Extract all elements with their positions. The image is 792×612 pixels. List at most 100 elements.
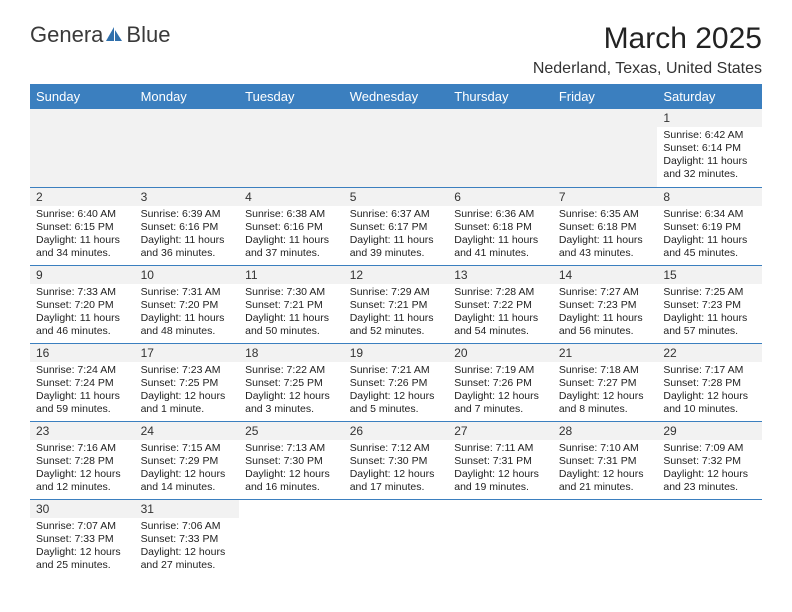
calendar-day-empty [553, 109, 658, 187]
day-number: 21 [553, 344, 658, 362]
day-details: Sunrise: 6:37 AMSunset: 6:17 PMDaylight:… [344, 206, 449, 265]
sunset-line: Sunset: 7:25 PM [141, 377, 234, 390]
day-number: 5 [344, 188, 449, 206]
sunrise-line: Sunrise: 7:28 AM [454, 286, 547, 299]
calendar-day: 22Sunrise: 7:17 AMSunset: 7:28 PMDayligh… [657, 343, 762, 421]
day-number: 30 [30, 500, 135, 518]
day-number: 16 [30, 344, 135, 362]
daylight-line: Daylight: 12 hours and 16 minutes. [245, 468, 338, 494]
location: Nederland, Texas, United States [533, 60, 762, 78]
day-number: 12 [344, 266, 449, 284]
calendar-day-empty [448, 109, 553, 187]
daylight-line: Daylight: 11 hours and 46 minutes. [36, 312, 129, 338]
sunrise-line: Sunrise: 7:07 AM [36, 520, 129, 533]
day-details: Sunrise: 7:09 AMSunset: 7:32 PMDaylight:… [657, 440, 762, 499]
sunset-line: Sunset: 6:14 PM [663, 142, 756, 155]
calendar-day: 13Sunrise: 7:28 AMSunset: 7:22 PMDayligh… [448, 265, 553, 343]
day-number: 7 [553, 188, 658, 206]
day-details: Sunrise: 7:15 AMSunset: 7:29 PMDaylight:… [135, 440, 240, 499]
calendar-body: 1Sunrise: 6:42 AMSunset: 6:14 PMDaylight… [30, 109, 762, 577]
daylight-line: Daylight: 11 hours and 54 minutes. [454, 312, 547, 338]
sunrise-line: Sunrise: 7:18 AM [559, 364, 652, 377]
day-details: Sunrise: 6:36 AMSunset: 6:18 PMDaylight:… [448, 206, 553, 265]
sunrise-line: Sunrise: 7:16 AM [36, 442, 129, 455]
daylight-line: Daylight: 11 hours and 37 minutes. [245, 234, 338, 260]
calendar-day: 5Sunrise: 6:37 AMSunset: 6:17 PMDaylight… [344, 187, 449, 265]
daylight-line: Daylight: 12 hours and 5 minutes. [350, 390, 443, 416]
day-number: 23 [30, 422, 135, 440]
sunset-line: Sunset: 6:18 PM [559, 221, 652, 234]
day-details: Sunrise: 7:12 AMSunset: 7:30 PMDaylight:… [344, 440, 449, 499]
day-details: Sunrise: 7:18 AMSunset: 7:27 PMDaylight:… [553, 362, 658, 421]
sunset-line: Sunset: 6:18 PM [454, 221, 547, 234]
day-number: 19 [344, 344, 449, 362]
day-number: 11 [239, 266, 344, 284]
sunset-line: Sunset: 6:17 PM [350, 221, 443, 234]
calendar-day: 30Sunrise: 7:07 AMSunset: 7:33 PMDayligh… [30, 499, 135, 577]
sunrise-line: Sunrise: 6:34 AM [663, 208, 756, 221]
sunset-line: Sunset: 7:22 PM [454, 299, 547, 312]
daylight-line: Daylight: 11 hours and 41 minutes. [454, 234, 547, 260]
sunrise-line: Sunrise: 7:17 AM [663, 364, 756, 377]
calendar-day: 16Sunrise: 7:24 AMSunset: 7:24 PMDayligh… [30, 343, 135, 421]
calendar-day: 21Sunrise: 7:18 AMSunset: 7:27 PMDayligh… [553, 343, 658, 421]
calendar-day: 31Sunrise: 7:06 AMSunset: 7:33 PMDayligh… [135, 499, 240, 577]
calendar-day-empty [448, 499, 553, 577]
daylight-line: Daylight: 11 hours and 39 minutes. [350, 234, 443, 260]
sunset-line: Sunset: 7:28 PM [36, 455, 129, 468]
calendar-day: 12Sunrise: 7:29 AMSunset: 7:21 PMDayligh… [344, 265, 449, 343]
calendar-day: 27Sunrise: 7:11 AMSunset: 7:31 PMDayligh… [448, 421, 553, 499]
day-header: Monday [135, 84, 240, 109]
calendar-day: 25Sunrise: 7:13 AMSunset: 7:30 PMDayligh… [239, 421, 344, 499]
sunrise-line: Sunrise: 7:10 AM [559, 442, 652, 455]
calendar-week: 30 Sunrise: 7:07 AMSunset: 7:33 PM Dayligh… [30, 499, 762, 577]
day-details: Sunrise: 7:30 AMSunset: 7:21 PMDaylight:… [239, 284, 344, 343]
calendar-day-empty [30, 109, 135, 187]
calendar-table: SundayMondayTuesdayWednesdayThursdayFrid… [30, 84, 762, 577]
day-header: Saturday [657, 84, 762, 109]
sunrise-line: Sunrise: 6:42 AM [663, 129, 756, 142]
day-details: Sunrise: 7:06 AMSunset: 7:33 PMDaylight:… [135, 518, 240, 577]
calendar-day: 17Sunrise: 7:23 AMSunset: 7:25 PMDayligh… [135, 343, 240, 421]
day-details: Sunrise: 6:38 AMSunset: 6:16 PMDaylight:… [239, 206, 344, 265]
calendar-day: 14Sunrise: 7:27 AMSunset: 7:23 PMDayligh… [553, 265, 658, 343]
sunset-line: Sunset: 7:31 PM [559, 455, 652, 468]
day-header: Wednesday [344, 84, 449, 109]
day-number: 29 [657, 422, 762, 440]
header: Genera Blue March 2025 Nederland, Texas,… [30, 22, 762, 78]
sunset-line: Sunset: 7:25 PM [245, 377, 338, 390]
day-number: 17 [135, 344, 240, 362]
daylight-line: Daylight: 12 hours and 8 minutes. [559, 390, 652, 416]
daylight-line: Daylight: 12 hours and 27 minutes. [141, 546, 234, 572]
day-number: 20 [448, 344, 553, 362]
sunset-line: Sunset: 6:19 PM [663, 221, 756, 234]
sunset-line: Sunset: 7:23 PM [663, 299, 756, 312]
day-number: 4 [239, 188, 344, 206]
day-details: Sunrise: 7:29 AMSunset: 7:21 PMDaylight:… [344, 284, 449, 343]
sunrise-line: Sunrise: 7:23 AM [141, 364, 234, 377]
calendar-day: 10Sunrise: 7:31 AMSunset: 7:20 PMDayligh… [135, 265, 240, 343]
sunset-line: Sunset: 7:26 PM [454, 377, 547, 390]
sunset-line: Sunset: 7:20 PM [36, 299, 129, 312]
sunset-line: Sunset: 7:30 PM [350, 455, 443, 468]
sunrise-line: Sunrise: 6:39 AM [141, 208, 234, 221]
daylight-line: Daylight: 11 hours and 56 minutes. [559, 312, 652, 338]
day-number: 9 [30, 266, 135, 284]
day-details: Sunrise: 7:13 AMSunset: 7:30 PMDaylight:… [239, 440, 344, 499]
sunrise-line: Sunrise: 7:15 AM [141, 442, 234, 455]
sunset-line: Sunset: 7:21 PM [350, 299, 443, 312]
calendar-day-empty [239, 109, 344, 187]
sunrise-line: Sunrise: 7:09 AM [663, 442, 756, 455]
daylight-line: Daylight: 12 hours and 12 minutes. [36, 468, 129, 494]
day-details: Sunrise: 6:40 AMSunset: 6:15 PMDaylight:… [30, 206, 135, 265]
sunrise-line: Sunrise: 7:30 AM [245, 286, 338, 299]
day-details: Sunrise: 7:23 AMSunset: 7:25 PMDaylight:… [135, 362, 240, 421]
daylight-line: Daylight: 12 hours and 19 minutes. [454, 468, 547, 494]
day-header: Friday [553, 84, 658, 109]
calendar-day: 15Sunrise: 7:25 AMSunset: 7:23 PMDayligh… [657, 265, 762, 343]
sunrise-line: Sunrise: 6:37 AM [350, 208, 443, 221]
day-number: 15 [657, 266, 762, 284]
daylight-line: Daylight: 12 hours and 10 minutes. [663, 390, 756, 416]
day-number: 18 [239, 344, 344, 362]
sunset-line: Sunset: 7:33 PM [36, 533, 129, 546]
